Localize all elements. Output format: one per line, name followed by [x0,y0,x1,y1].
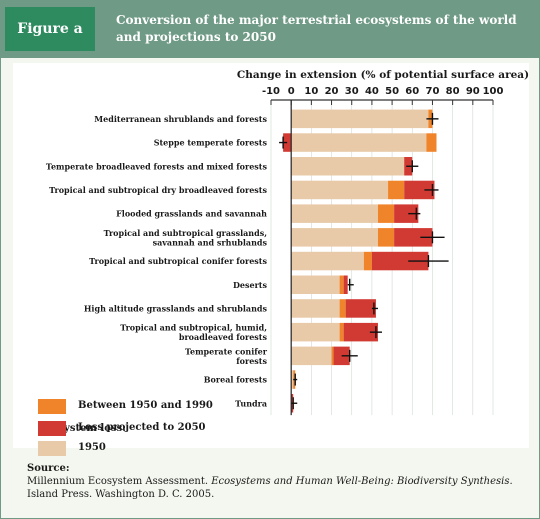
bar-segment-2050 [343,322,378,342]
bar-segment-1950-1990 [339,322,344,342]
x-axis-title: Change in extension (% of potential surf… [237,69,529,81]
bar-segment-2050 [345,299,376,318]
legend-swatch-2050 [38,421,66,436]
source-text-before: Millennium Ecosystem Assessment. [27,476,212,487]
bar-segment-1950 [291,251,364,271]
bar-segment-1950 [291,299,340,318]
source-citation: Millennium Ecosystem Assessment. Ecosyst… [27,475,527,501]
bar-segment-2050 [343,275,348,294]
category-label: Tropical and subtropical dry broadleaved… [49,185,267,195]
category-label: Boreal forests [204,375,268,385]
bar-segment-1950-1990 [388,180,405,200]
category-label: Deserts [233,280,268,290]
figure-header: Figure a Conversion of the major terrest… [1,1,540,58]
x-tick-label: -10 [262,86,280,97]
legend-label-1950: 1950 [78,442,106,453]
x-tick-label: 100 [483,86,504,97]
source-note: Source: Millennium Ecosystem Assessment.… [27,462,527,501]
bar-segment-1950 [291,228,378,247]
legend-label-2050: Loss projected to 2050 [78,422,206,433]
x-tick-label: 90 [466,86,480,97]
category-label: Mediterranean shrublands and forests [94,114,267,124]
bar-segment-1950 [291,133,427,152]
bar-segment-1950-1990 [377,228,395,247]
bar-segment-1950 [291,370,294,389]
source-label: Source: [27,463,70,474]
bar-segment-1950-1990 [339,299,346,318]
x-tick-label: 70 [425,86,439,97]
bar-segment-1950-1990 [426,133,437,152]
bar-segment-1950-1990 [339,275,344,294]
bar-segment-1950 [291,109,429,129]
x-tick-label: 10 [304,86,318,97]
category-label: Steppe temperate forests [154,138,268,148]
figure-label: Figure a [5,7,95,51]
figure-title: Conversion of the major terrestrial ecos… [116,13,517,44]
bar-segment-1950 [291,204,378,223]
chart-panel: Change in extension (% of potential surf… [13,63,529,456]
legend-swatch-1950-1990 [38,399,66,414]
bar-segment-1950-1990 [331,346,334,366]
category-label: Flooded grasslands and savannah [116,209,267,219]
legend-item-1950-1990: Between 1950 and 1990 [38,399,238,415]
x-tick-label: 80 [446,86,460,97]
category-label: Tropical and subtropical conifer forests [89,256,267,266]
legend-item-1950: 1950 [38,441,238,457]
category-label: High altitude grasslands and shrublands [84,303,268,313]
bar-segment-1950-1990 [363,251,372,271]
bar-segment-1950 [291,322,340,342]
x-tick-label: 30 [345,86,359,97]
x-tick-label: 40 [365,86,379,97]
category-label: Temperate conifer forests [185,346,268,366]
bar-segment-1950-1990 [377,204,395,223]
category-label: Tropical and subtropical grasslands, sava… [104,228,268,248]
category-label: Tundra [235,398,267,408]
bar-segment-2050 [404,180,435,200]
category-label: Temperate broadleaved forests and mixed … [46,161,268,171]
bar-segment-2050 [394,228,433,247]
bar-segment-1950 [291,275,340,294]
bar-segment-1950 [291,180,389,200]
legend-title: Ecosystem loss: [38,423,126,434]
legend-swatch-1950 [38,441,66,456]
bar-segment-1950 [291,157,405,176]
bar-segment-2050 [371,251,429,271]
source-text-after: . Island Press. Washington D. C. 2005. [27,476,513,500]
x-tick-label: 50 [385,86,399,97]
x-tick-label: 60 [405,86,419,97]
category-label: Tropical and subtropical, humid, broadlea… [120,323,267,343]
legend-item-2050: Loss projected to 2050 [38,421,238,437]
bar-segment-1950 [291,346,332,366]
legend-label-1950-1990: Between 1950 and 1990 [78,400,213,411]
source-text-italic: Ecosystems and Human Well-Being: Biodive… [211,476,510,487]
x-tick-label: 0 [288,86,295,97]
ecosystem-conversion-chart: Change in extension (% of potential surf… [46,69,529,416]
bar-segment-2050 [394,204,419,223]
x-tick-label: 20 [325,86,339,97]
